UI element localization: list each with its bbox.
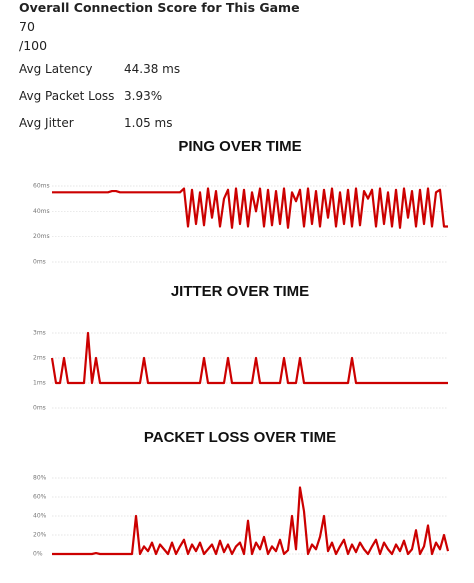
y-tick-label: 20ms: [33, 233, 50, 240]
stat-value: 44.38 ms: [124, 62, 181, 76]
chart-title: PACKET LOSS OVER TIME: [144, 429, 336, 446]
chart-title: JITTER OVER TIME: [171, 283, 309, 300]
y-tick-label: 2ms: [33, 355, 46, 362]
chart-title: PING OVER TIME: [178, 138, 301, 155]
stat-label: Avg Packet Loss: [19, 89, 115, 103]
y-tick-label: 40%: [33, 513, 47, 520]
y-tick-label: 80%: [33, 475, 47, 482]
score-title: Overall Connection Score for This Game: [19, 0, 300, 15]
y-tick-label: 40ms: [33, 208, 50, 215]
y-tick-label: 0ms: [33, 405, 46, 412]
y-tick-label: 60ms: [33, 183, 50, 190]
y-tick-label: 0%: [33, 551, 43, 558]
line: [52, 187, 448, 229]
y-tick-label: 3ms: [33, 330, 46, 337]
y-tick-label: 1ms: [33, 380, 46, 387]
stat-value: 1.05 ms: [124, 116, 173, 130]
stat-label: Avg Jitter: [19, 116, 74, 130]
line: [52, 486, 450, 556]
stat-value: 3.93%: [124, 89, 163, 103]
stat-label: Avg Latency: [19, 62, 93, 76]
line: [50, 331, 448, 385]
y-tick-label: 60%: [33, 494, 47, 501]
score-max: /100: [19, 38, 48, 53]
y-tick-label: 0ms: [33, 259, 46, 266]
y-tick-label: 20%: [33, 532, 47, 539]
score-value: 70: [19, 19, 35, 34]
